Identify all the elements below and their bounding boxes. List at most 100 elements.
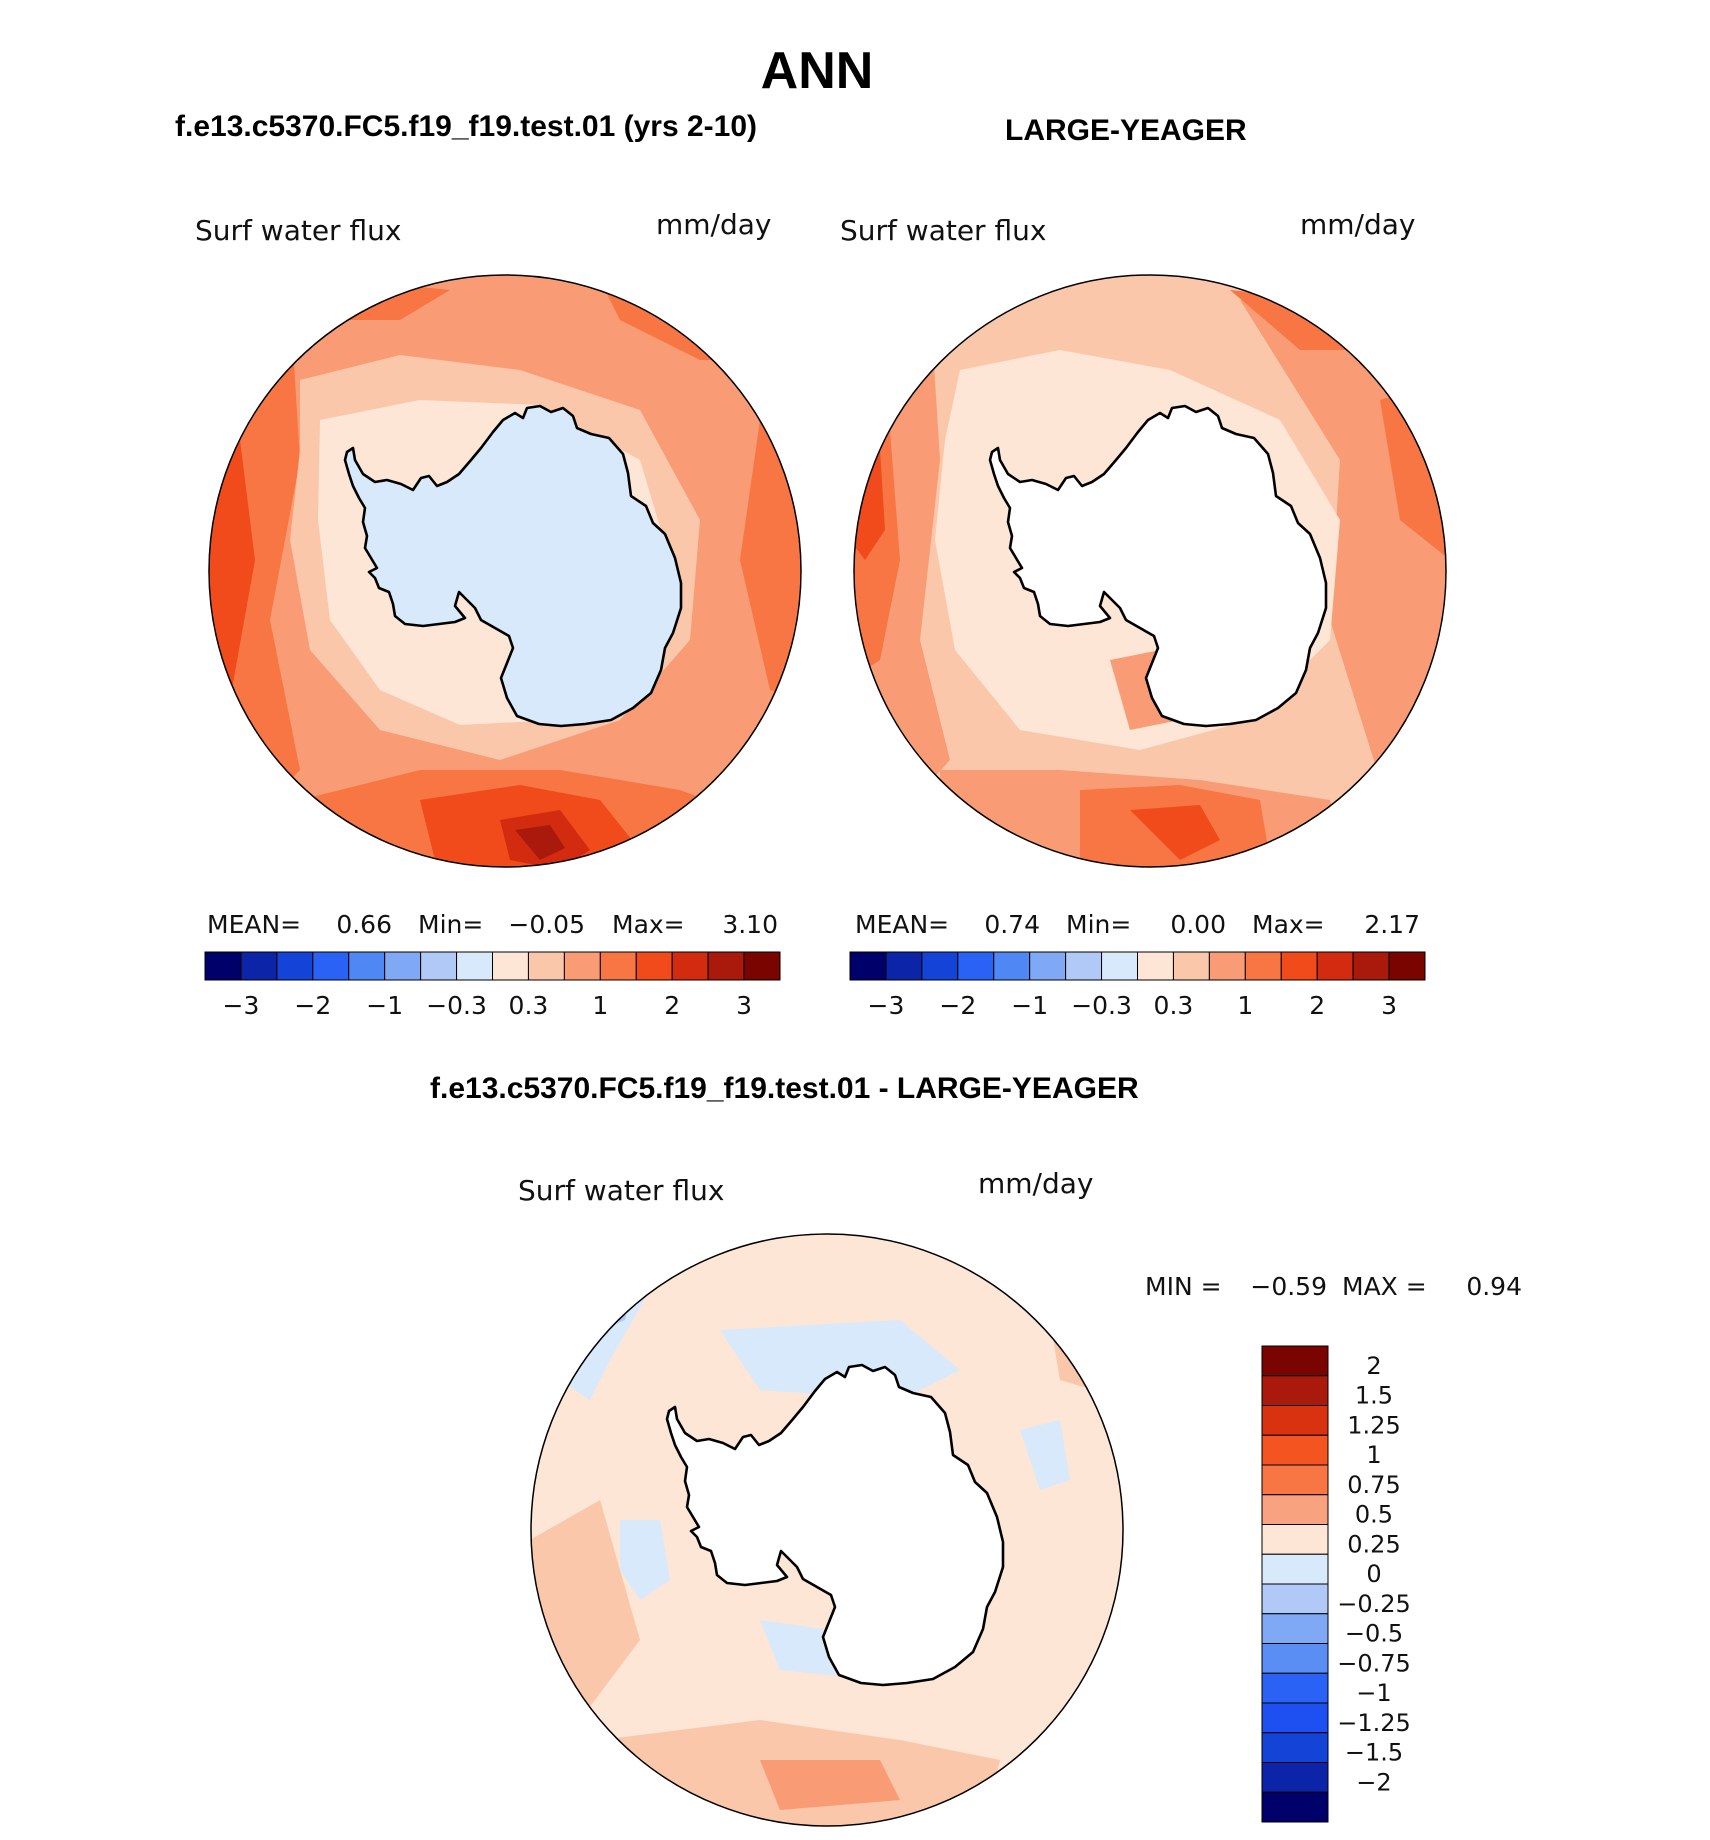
colorbar-box — [1280, 951, 1318, 981]
units-label: mm/day — [656, 208, 772, 241]
min-value: 0.00 — [1170, 910, 1226, 939]
colorbar-tick-label: 0 — [1366, 1560, 1381, 1588]
colorbar-tick-label: −3 — [223, 991, 260, 1020]
colorbar-tick-label: −1.5 — [1345, 1739, 1403, 1767]
colorbar-tick-label: −1 — [1011, 991, 1048, 1020]
colorbar-tick-label: 0.3 — [509, 991, 549, 1020]
diff-label: f.e13.c5370.FC5.f19_f19.test.01 - LARGE-… — [430, 1072, 1139, 1105]
colorbar-box — [1261, 1762, 1329, 1793]
colorbar-tick-label: −2 — [294, 991, 331, 1020]
colorbar-box — [1261, 1464, 1329, 1496]
colorbar-box — [420, 951, 458, 981]
stats-line: MEAN= 0.74 Min= 0.00 Max= 2.17 — [855, 910, 1420, 939]
colorbar-box — [492, 951, 529, 981]
colorbar-tick-label: −1 — [366, 991, 403, 1020]
colorbar-box — [1261, 1405, 1329, 1436]
mean-value: 0.66 — [336, 910, 392, 939]
stats-line: MEAN= 0.66 Min= −0.05 Max= 3.10 — [207, 910, 778, 939]
colorbar-box — [563, 951, 601, 981]
colorbar-box — [456, 951, 493, 981]
variable-label: Surf water flux — [195, 214, 401, 247]
colorbar-tick-label: 0.75 — [1347, 1471, 1400, 1499]
min-value: −0.05 — [508, 910, 585, 939]
colorbar-box — [240, 951, 278, 981]
colorbar-tick-label: −2 — [1356, 1768, 1391, 1796]
max-value: 3.10 — [722, 910, 778, 939]
colorbar-tick-label: 0.3 — [1154, 991, 1194, 1020]
colorbar-tick-label: 3 — [736, 991, 752, 1020]
colorbar-box — [599, 951, 637, 981]
test-case-label: f.e13.c5370.FC5.f19_f19.test.01 (yrs 2-1… — [175, 110, 757, 143]
colorbar-box — [1261, 1672, 1329, 1704]
colorbar-box — [384, 951, 422, 981]
variable-label: Surf water flux — [840, 214, 1046, 247]
colorbar-tick-label: −0.3 — [426, 991, 487, 1020]
colorbar-tick-label: 2 — [1366, 1352, 1381, 1380]
map-boundary — [530, 1233, 1124, 1827]
colorbar-box — [1101, 951, 1138, 981]
colorbar-tick-label: −1 — [1356, 1679, 1391, 1707]
colorbar-tick-label: 1 — [1366, 1441, 1381, 1469]
colorbar: −3 −2 −1 −0.3 0.3 1 2 3 — [849, 951, 1426, 1020]
colorbar-tick-label: 1.25 — [1347, 1411, 1400, 1439]
colorbar-box — [921, 951, 959, 981]
colorbar-tick-label: 3 — [1381, 991, 1397, 1020]
panel-obs: Surf water flux mm/day MEAN= 0.74 Min= 0… — [840, 208, 1447, 1020]
mean-label: MEAN= — [207, 910, 301, 939]
colorbar-box — [312, 951, 350, 981]
panel-test: Surf water flux mm/day MEAN= 0.66 Min= — [195, 208, 802, 1020]
colorbar-box — [671, 951, 709, 981]
colorbar-tick-label: −1.25 — [1337, 1709, 1411, 1737]
colorbar-box — [635, 951, 673, 981]
max-value: 0.94 — [1466, 1272, 1522, 1301]
colorbar-tick-label: −0.25 — [1337, 1590, 1411, 1618]
colorbar-tick-label: −3 — [868, 991, 905, 1020]
colorbar-box — [1261, 1702, 1329, 1734]
colorbar-box — [1261, 1524, 1329, 1555]
colorbar-box — [1208, 951, 1246, 981]
colorbar-box — [1261, 1643, 1329, 1674]
mean-value: 0.74 — [984, 910, 1040, 939]
obs-label: LARGE-YEAGER — [1005, 114, 1247, 147]
colorbar-tick-label: 0.5 — [1355, 1501, 1393, 1529]
max-value: 2.17 — [1364, 910, 1420, 939]
min-label: Min= — [1066, 910, 1131, 939]
colorbar-tick-label: 1 — [1237, 991, 1253, 1020]
figure-title: ANN — [761, 42, 874, 100]
max-label: Max= — [612, 910, 685, 939]
colorbar-tick-label: 2 — [664, 991, 680, 1020]
colorbar-box — [1244, 951, 1282, 981]
colorbar-tick-label: 1 — [592, 991, 608, 1020]
variable-label: Surf water flux — [518, 1174, 724, 1207]
min-value: −0.59 — [1250, 1272, 1327, 1301]
colorbar-box — [204, 951, 242, 981]
colorbar-tick-label: −0.5 — [1345, 1620, 1403, 1648]
colorbar-box — [1261, 1434, 1329, 1466]
colorbar-box — [1261, 1553, 1329, 1585]
colorbar-box — [527, 951, 565, 981]
colorbar-box — [849, 951, 887, 981]
colorbar-box — [1316, 951, 1354, 981]
colorbar-box — [1261, 1375, 1329, 1406]
colorbar-box — [1065, 951, 1103, 981]
colorbar-box — [1029, 951, 1067, 981]
map-boundary — [853, 274, 1447, 868]
colorbar-box — [348, 951, 386, 981]
colorbar-box — [885, 951, 923, 981]
stats-line: MIN = −0.59 MAX = 0.94 — [1145, 1272, 1522, 1301]
colorbar-box — [1388, 951, 1426, 981]
colorbar-box — [1261, 1613, 1329, 1644]
panel-diff: Surf water flux mm/day MIN = −0.59 MAX =… — [518, 1167, 1522, 1827]
colorbar-box — [957, 951, 995, 981]
colorbar-tick-label: −0.75 — [1337, 1649, 1411, 1677]
colorbar-box — [1261, 1791, 1329, 1823]
colorbar-box — [1261, 1345, 1329, 1377]
map-boundary — [208, 274, 802, 868]
colorbar: −3 −2 −1 −0.3 0.3 1 2 3 — [204, 951, 781, 1020]
colorbar-box — [1352, 951, 1390, 981]
colorbar-box — [707, 951, 745, 981]
colorbar-tick-label: −0.3 — [1071, 991, 1132, 1020]
colorbar-box — [1261, 1732, 1329, 1763]
colorbar-box — [1261, 1494, 1329, 1525]
